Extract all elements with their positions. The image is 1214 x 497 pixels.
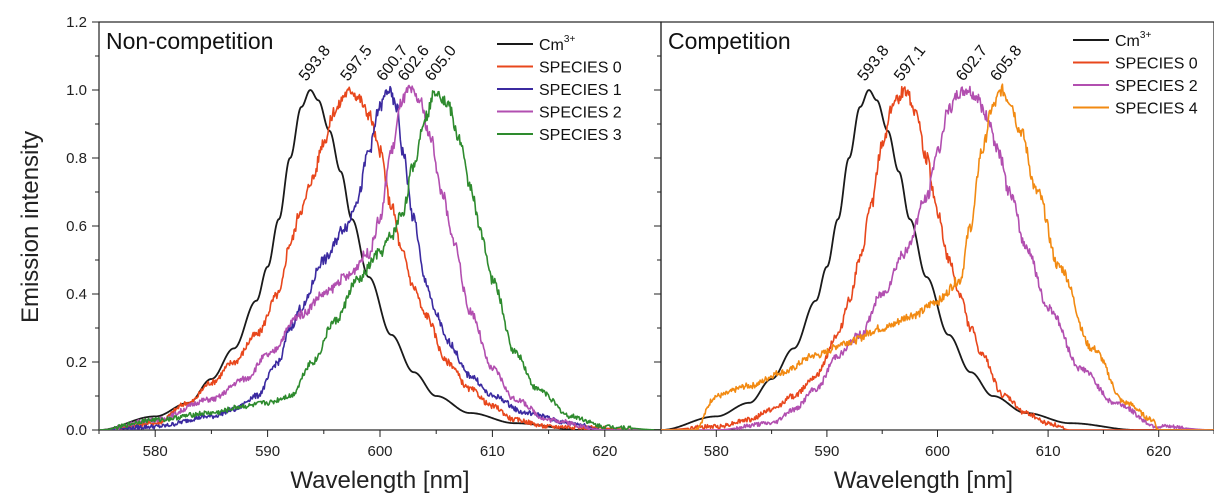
peak-label: 605.8 bbox=[987, 42, 1025, 84]
peak-label: 597.5 bbox=[338, 42, 376, 84]
x-tick-label: 580 bbox=[704, 443, 729, 460]
x-tick-label: 580 bbox=[143, 443, 168, 460]
x-axis-title: Wavelength [nm] bbox=[834, 467, 1013, 494]
panel-competition: 580 590 600 610 620 Wavelength [nm] Competitio… bbox=[654, 21, 1214, 494]
series-line-species-2 bbox=[99, 84, 661, 430]
x-tick-label: 610 bbox=[480, 443, 505, 460]
x-axis-title: Wavelength [nm] bbox=[290, 467, 469, 494]
series-line-species-3 bbox=[99, 90, 661, 430]
panel-non-competition: 580 590 600 610 620 0.0 0.2 0.4 0.6 0.8 1.0 1.2 Wave… bbox=[66, 14, 662, 494]
y-tick-label: 0.6 bbox=[66, 218, 87, 235]
x-tick-label: 600 bbox=[925, 443, 950, 460]
peak-label: 605.0 bbox=[422, 42, 460, 84]
x-tick-label: 600 bbox=[367, 443, 392, 460]
x-tick-label: 610 bbox=[1036, 443, 1061, 460]
legend-entry: Cm3+ bbox=[1115, 30, 1151, 50]
y-tick-label: 0.8 bbox=[66, 150, 87, 167]
legend-entry: SPECIES 1 bbox=[539, 82, 622, 99]
peak-label: 593.8 bbox=[296, 42, 334, 84]
legend-entry: SPECIES 0 bbox=[539, 60, 622, 77]
y-tick-label: 0.4 bbox=[66, 286, 87, 303]
panel-title: Competition bbox=[668, 28, 791, 54]
y-axis-title: Emission intensity bbox=[17, 131, 44, 323]
series-line-species-0 bbox=[99, 86, 661, 430]
legend-entry: SPECIES 0 bbox=[1115, 56, 1198, 73]
panel-title: Non-competition bbox=[106, 28, 273, 54]
y-tick-label: 0.2 bbox=[66, 354, 87, 371]
y-tick-label: 1.0 bbox=[66, 82, 87, 99]
series-line-cm bbox=[661, 89, 1214, 430]
legend-entry: SPECIES 2 bbox=[539, 105, 622, 122]
series-line-species-0 bbox=[661, 85, 1214, 430]
peak-label: 602.7 bbox=[953, 42, 991, 84]
x-tick-label: 590 bbox=[255, 443, 280, 460]
x-tick-label: 620 bbox=[592, 443, 617, 460]
y-tick-label: 0.0 bbox=[66, 422, 87, 439]
series-line-species-2 bbox=[661, 85, 1214, 430]
legend-entry: Cm3+ bbox=[539, 34, 575, 54]
peak-label: 593.8 bbox=[855, 42, 893, 84]
x-tick-label: 620 bbox=[1146, 443, 1171, 460]
x-tick-label: 590 bbox=[814, 443, 839, 460]
legend-entry: SPECIES 2 bbox=[1115, 78, 1198, 95]
legend-entry: SPECIES 4 bbox=[1115, 101, 1198, 118]
peak-label: 597.1 bbox=[891, 42, 929, 84]
legend-entry: SPECIES 3 bbox=[539, 127, 622, 144]
series-line-species-4 bbox=[661, 83, 1214, 430]
y-tick-label: 1.2 bbox=[66, 14, 87, 31]
